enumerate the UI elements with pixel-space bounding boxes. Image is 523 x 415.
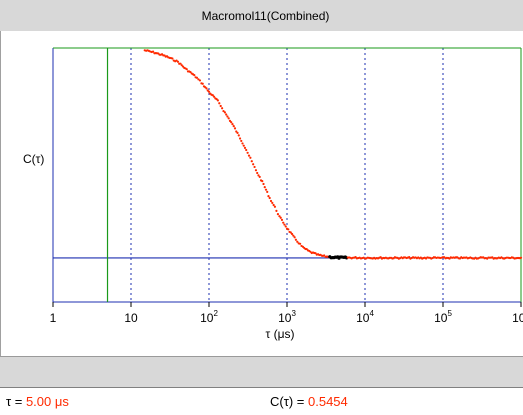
data-point [201, 82, 204, 85]
data-point [292, 234, 295, 237]
data-point [193, 74, 196, 77]
x-tick-label: 105 [434, 309, 452, 325]
data-point [223, 111, 227, 114]
data-point [272, 203, 275, 207]
data-point [273, 205, 277, 208]
data-point [189, 70, 192, 74]
data-point [237, 134, 240, 137]
data-point [276, 213, 280, 216]
data-point [231, 123, 234, 126]
data-point [296, 240, 299, 243]
data-point [249, 156, 252, 159]
x-tick-label: 1 [50, 311, 57, 325]
plot-area[interactable]: C(τ) 1 10 102 103 104 105 106 τ (μs) [0, 31, 523, 356]
data-point [269, 199, 273, 203]
data-point [236, 131, 239, 134]
data-point [179, 62, 182, 65]
data-point [519, 256, 523, 259]
correlation-plot[interactable]: C(τ) 1 10 102 103 104 105 106 τ (μs) [1, 31, 523, 356]
x-tick-label: 106 [512, 309, 523, 325]
data-point [245, 148, 248, 152]
chart-window-title: Macromol11(Combined) [201, 8, 330, 23]
data-point [176, 60, 180, 63]
data-point [243, 146, 247, 149]
data-point [275, 209, 278, 212]
data-point [314, 252, 317, 255]
data-point [240, 139, 243, 143]
data-point [293, 236, 296, 239]
data-point [230, 121, 233, 124]
data-point [171, 57, 174, 60]
data-point [279, 216, 282, 219]
x-tick-label: 103 [278, 309, 296, 325]
data-point [290, 232, 294, 236]
data-point [267, 195, 270, 198]
data-point [258, 175, 261, 179]
data-point [280, 218, 284, 221]
data-point [257, 174, 260, 177]
data-point [263, 186, 266, 189]
correlation-readout-value: 0.5454 [308, 394, 348, 409]
data-point [185, 68, 188, 71]
data-point [205, 87, 208, 90]
data-point [254, 169, 258, 172]
data-point [289, 231, 292, 234]
chart-title-bar: Macromol11(Combined) [0, 0, 523, 31]
data-point [294, 238, 297, 241]
data-point [207, 90, 211, 93]
data-point [233, 127, 237, 130]
data-point [211, 94, 214, 97]
data-point [221, 107, 224, 110]
data-point [253, 165, 256, 169]
x-tick-label: 10 [124, 311, 138, 325]
data-point [222, 109, 225, 113]
status-strip [0, 356, 523, 387]
x-tick-label: 102 [200, 309, 218, 325]
cursor-readout-bar: τ = 5.00 μs C(τ) = 0.5454 [0, 387, 523, 415]
tau-readout: τ = 5.00 μs [6, 394, 69, 409]
data-point [219, 104, 222, 108]
data-point [197, 78, 200, 81]
data-point [323, 254, 326, 257]
data-point [278, 215, 281, 218]
data-point [242, 144, 245, 147]
data-point [266, 190, 269, 193]
data-point [151, 50, 155, 53]
data-point [198, 79, 202, 82]
data-point [232, 125, 235, 128]
data-point [256, 171, 259, 175]
data-point [212, 95, 216, 98]
data-point [282, 221, 285, 224]
tau-readout-value: 5.00 μs [25, 394, 69, 409]
data-point [284, 225, 287, 228]
data-point [379, 256, 382, 259]
data-point [261, 180, 264, 183]
data-point [268, 196, 271, 200]
data-point [226, 115, 229, 118]
tau-readout-label: τ = [6, 394, 26, 409]
data-point [238, 137, 242, 140]
data-point [241, 142, 244, 145]
data-point [227, 117, 230, 120]
correlation-readout: C(τ) = 0.5454 [270, 394, 348, 409]
data-point [283, 223, 286, 226]
data-point [287, 228, 290, 231]
data-point [247, 154, 251, 157]
data-point [299, 242, 302, 245]
correlation-readout-label: C(τ) = [270, 394, 308, 409]
y-axis-label: C(τ) [23, 152, 44, 166]
data-point [218, 102, 221, 105]
data-point [225, 113, 228, 116]
data-point [250, 160, 253, 163]
data-point [252, 163, 255, 166]
data-point [264, 188, 268, 191]
data-point [271, 201, 274, 204]
data-point [262, 182, 265, 186]
data-point [216, 99, 219, 102]
x-axis-label: τ (μs) [266, 327, 295, 341]
data-point [195, 76, 199, 79]
x-tick-label: 104 [356, 309, 374, 325]
data-point [246, 151, 249, 154]
data-point [408, 256, 411, 259]
